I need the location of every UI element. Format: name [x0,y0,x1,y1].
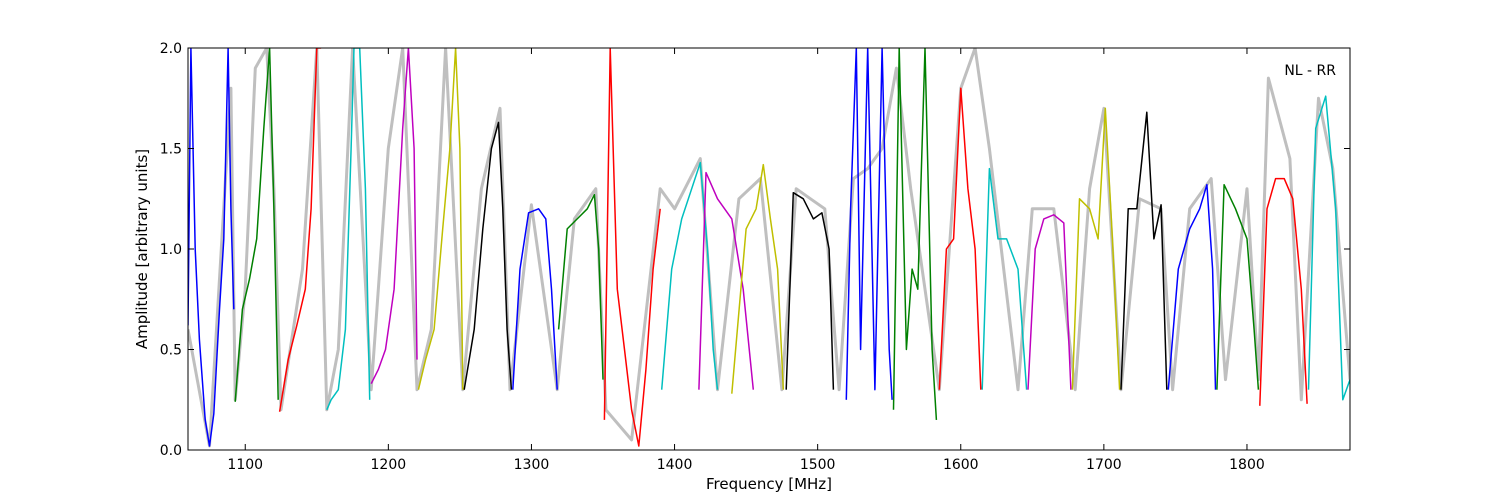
x-axis-label: Frequency [MHz] [706,475,832,493]
chart-annotation: NL - RR [1284,63,1336,79]
series-line-23 [1216,183,1260,390]
series-line-22 [1167,183,1217,390]
x-tick-label: 1600 [943,457,979,473]
series-line-4 [326,48,371,411]
series-line-13 [731,163,785,394]
series-line-3 [278,48,322,412]
series-line-14 [785,191,835,390]
series-line-24 [1259,177,1308,406]
series-line-10 [603,48,661,447]
axis-layer: 1100 1200 1300 1400 1500 1600 1700 1800 0.0 0.5 1.… [160,41,1350,473]
series-line-11 [660,161,719,390]
series-line-8 [512,208,558,390]
y-tick-label: 1.0 [160,242,182,258]
series-line-2 [234,48,279,402]
x-tick-label: 1500 [800,457,836,473]
y-tick-label: 0.5 [160,343,182,359]
x-tick-label: 1200 [371,457,407,473]
series-line-19 [1027,214,1072,390]
series-line-9 [557,193,604,380]
x-tick-label: 1700 [1086,457,1122,473]
series-line-12 [698,171,755,390]
x-tick-label: 1800 [1229,457,1265,473]
series-line-1 [188,48,235,447]
series-line-7 [463,121,513,390]
series-line-21 [1120,111,1168,390]
y-tick-label: 0.0 [160,443,182,459]
series-line-5 [370,48,418,385]
data-layer [188,48,1350,448]
series-line-20 [1071,107,1121,390]
series-line-16 [892,48,938,420]
y-tick-label: 1.5 [160,142,182,158]
x-tick-label: 1100 [227,457,263,473]
series-line-6 [417,48,464,390]
x-tick-label: 1300 [514,457,550,473]
series-line-25 [1307,95,1350,401]
series-line-17 [938,87,982,390]
background-series-line [188,48,1350,448]
y-axis-label: Amplitude [arbitrary units] [133,149,151,349]
series-line-15 [845,48,893,400]
x-tick-label: 1400 [657,457,693,473]
series-line-18 [981,167,1028,390]
y-tick-label: 2.0 [160,41,182,57]
